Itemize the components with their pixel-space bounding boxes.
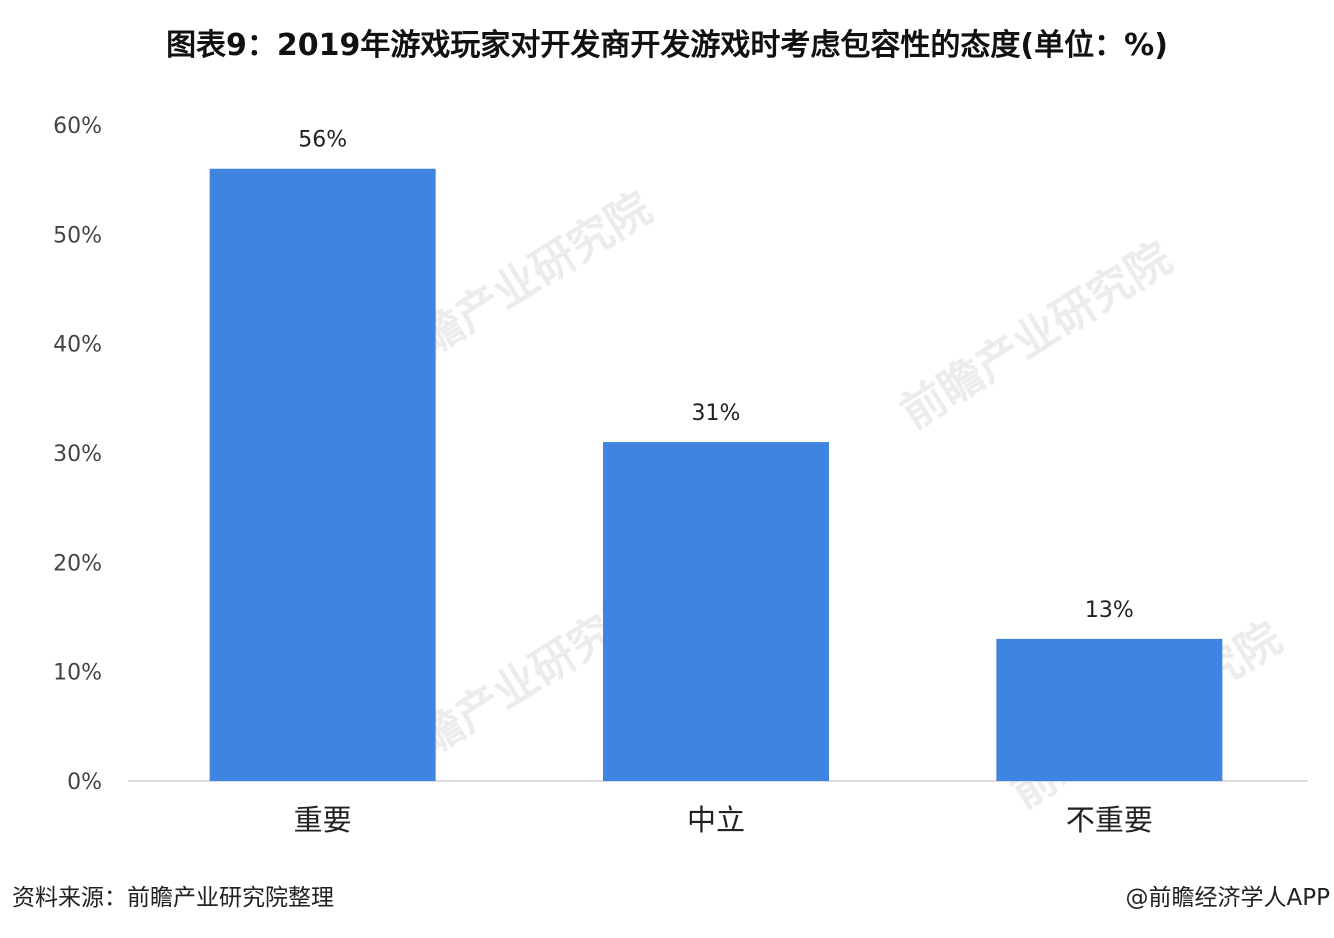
chart-title: 图表9：2019年游戏玩家对开发商开发游戏时考虑包容性的态度(单位：%) xyxy=(166,28,1168,63)
y-tick-label: 30% xyxy=(53,442,102,467)
source-note: 资料来源：前瞻产业研究院整理 xyxy=(12,885,334,911)
y-tick-label: 0% xyxy=(67,770,102,795)
data-label: 56% xyxy=(298,128,347,153)
x-category-label: 不重要 xyxy=(1066,803,1153,837)
data-label: 31% xyxy=(692,401,741,426)
y-tick-label: 40% xyxy=(53,333,102,358)
y-tick-label: 60% xyxy=(53,114,102,139)
y-tick-label: 10% xyxy=(53,661,102,686)
bar xyxy=(996,638,1223,781)
x-category-label: 重要 xyxy=(294,803,352,837)
bar-chart: 0% 10% 20% 30% 40% 50% 60% 56% 重要 31% 中立 13% 不重要 xyxy=(53,114,1308,837)
y-tick-label: 20% xyxy=(53,551,102,576)
y-tick-label: 50% xyxy=(53,223,102,248)
data-label: 13% xyxy=(1085,598,1134,623)
bar xyxy=(209,168,436,781)
bar xyxy=(603,442,829,781)
credit-note: @前瞻经济学人APP xyxy=(1125,885,1330,911)
x-category-label: 中立 xyxy=(687,803,745,837)
